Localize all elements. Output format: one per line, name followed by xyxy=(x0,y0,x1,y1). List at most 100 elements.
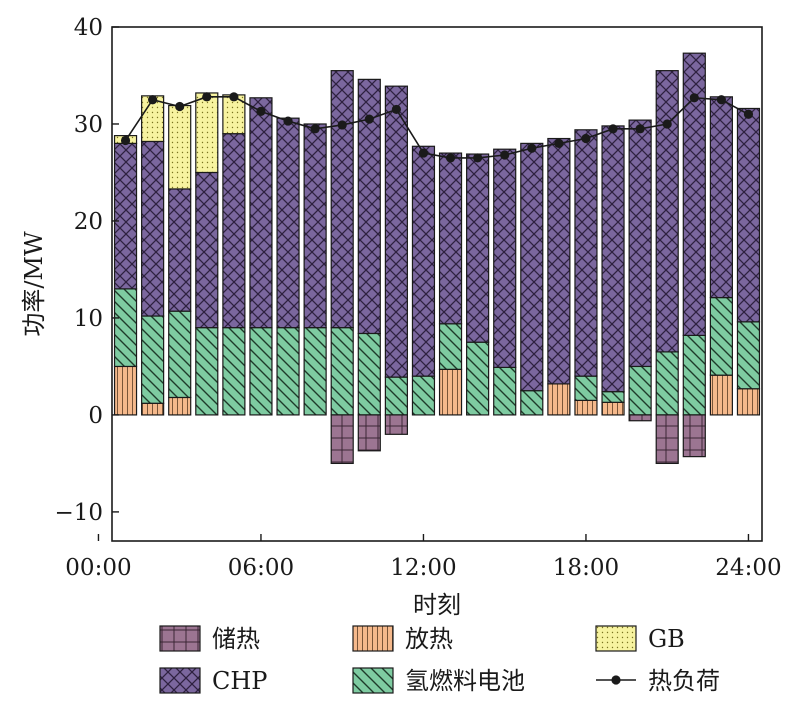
bar-release-1 xyxy=(113,365,138,416)
point-load-23 xyxy=(716,95,726,105)
bar-chp-7 xyxy=(276,117,300,329)
bar-fuelcell-2 xyxy=(141,315,165,404)
bar-fuelcell-24 xyxy=(736,321,761,390)
bar-release-23 xyxy=(709,374,733,416)
bar-storage-10 xyxy=(357,414,381,452)
bar-chp-6 xyxy=(249,97,273,329)
point-load-15 xyxy=(500,150,510,160)
point-load-20 xyxy=(635,124,645,134)
x-tick-label-0: 00:00 xyxy=(65,555,131,581)
point-load-5 xyxy=(229,92,239,102)
bar-chp-12 xyxy=(411,145,436,377)
bar-release-17 xyxy=(547,383,571,416)
y-axis-title: 功率/MW xyxy=(20,231,48,337)
bar-gb-4 xyxy=(195,92,219,174)
legend: 储热 放热 GB CHP 氢燃料电池 热负荷 xyxy=(159,625,720,695)
legend-label-storage: 储热 xyxy=(212,625,260,653)
y-tick-label-2: 10 xyxy=(74,306,103,332)
x-tick-label-3: 18:00 xyxy=(553,555,619,581)
legend-label-release: 放热 xyxy=(405,625,453,653)
bar-fuelcell-7 xyxy=(276,327,300,416)
bar-chp-15 xyxy=(493,148,517,369)
axes: −10 0 10 20 30 40 00:00 06:00 12:00 18:00 24:00 时刻 功… xyxy=(20,15,782,619)
legend-marker-load xyxy=(611,675,621,685)
point-load-8 xyxy=(310,124,320,134)
bar-fuelcell-19 xyxy=(601,391,625,403)
bar-chp-18 xyxy=(574,129,598,377)
bar-chp-23 xyxy=(709,96,733,299)
bar-fuelcell-18 xyxy=(574,375,598,401)
y-tick-label-0: −10 xyxy=(54,500,103,526)
legend-swatch-chp xyxy=(159,667,201,694)
bar-storage-9 xyxy=(330,414,354,465)
bar-fuelcell-3 xyxy=(168,310,192,399)
bar-fuelcell-12 xyxy=(411,375,436,416)
bar-release-2 xyxy=(141,402,165,416)
bar-chp-4 xyxy=(195,171,219,329)
y-tick-label-3: 20 xyxy=(74,209,103,235)
bar-release-24 xyxy=(736,388,761,416)
legend-swatch-fuelcell xyxy=(352,667,394,694)
bar-fuelcell-10 xyxy=(357,332,381,416)
bar-chp-24 xyxy=(736,107,761,323)
bar-chp-17 xyxy=(547,137,571,385)
bar-chp-16 xyxy=(520,142,544,392)
bar-chp-3 xyxy=(168,188,192,312)
bar-release-19 xyxy=(601,401,625,416)
bar-fuelcell-9 xyxy=(330,327,354,416)
bar-chp-14 xyxy=(466,153,490,343)
bar-fuelcell-15 xyxy=(493,366,517,416)
plot-area xyxy=(113,52,761,465)
legend-label-fuelcell: 氢燃料电池 xyxy=(405,667,525,695)
legend-label-chp: CHP xyxy=(212,667,267,695)
bar-fuelcell-23 xyxy=(709,296,733,376)
bar-chp-13 xyxy=(438,152,463,325)
bar-fuelcell-6 xyxy=(249,327,273,416)
x-axis-title: 时刻 xyxy=(413,591,461,619)
bar-storage-11 xyxy=(384,414,408,435)
bar-fuelcell-4 xyxy=(195,327,219,416)
bar-fuelcell-5 xyxy=(222,327,246,416)
point-load-7 xyxy=(283,116,293,126)
point-load-21 xyxy=(662,119,672,129)
point-load-16 xyxy=(527,143,537,153)
x-tick-label-2: 12:00 xyxy=(390,555,456,581)
bar-storage-21 xyxy=(655,414,679,465)
point-load-14 xyxy=(473,153,483,163)
line-load xyxy=(124,96,749,159)
bar-chp-8 xyxy=(303,123,327,329)
bar-fuelcell-8 xyxy=(303,327,327,416)
y-tick-label-5: 40 xyxy=(74,15,103,41)
point-load-4 xyxy=(202,92,212,102)
bar-fuelcell-21 xyxy=(655,351,679,416)
bar-storage-20 xyxy=(628,414,652,422)
bar-chp-5 xyxy=(222,133,246,329)
bar-chp-10 xyxy=(357,78,381,335)
point-load-12 xyxy=(418,148,429,158)
bar-fuelcell-16 xyxy=(520,390,544,416)
bar-chp-19 xyxy=(601,125,625,393)
bar-chp-22 xyxy=(682,52,706,337)
point-load-13 xyxy=(445,153,456,163)
point-load-17 xyxy=(554,138,564,148)
bar-fuelcell-20 xyxy=(628,365,652,416)
bar-chp-11 xyxy=(384,85,408,378)
point-load-18 xyxy=(581,133,591,144)
point-load-10 xyxy=(364,114,374,124)
point-load-24 xyxy=(743,109,754,119)
point-load-19 xyxy=(608,124,618,134)
bar-fuelcell-22 xyxy=(682,334,706,416)
bar-release-3 xyxy=(168,396,192,416)
bar-fuelcell-1 xyxy=(113,288,138,368)
point-load-6 xyxy=(256,106,266,116)
y-tick-label-1: 0 xyxy=(88,403,103,429)
x-tick-label-1: 06:00 xyxy=(228,555,294,581)
bar-gb-3 xyxy=(168,104,192,190)
bar-fuelcell-14 xyxy=(466,341,490,416)
x-tick-label-4: 24:00 xyxy=(715,555,781,581)
bar-chp-9 xyxy=(330,70,354,329)
plot-frame xyxy=(111,26,763,542)
point-load-1 xyxy=(120,135,131,146)
point-load-2 xyxy=(148,95,158,105)
